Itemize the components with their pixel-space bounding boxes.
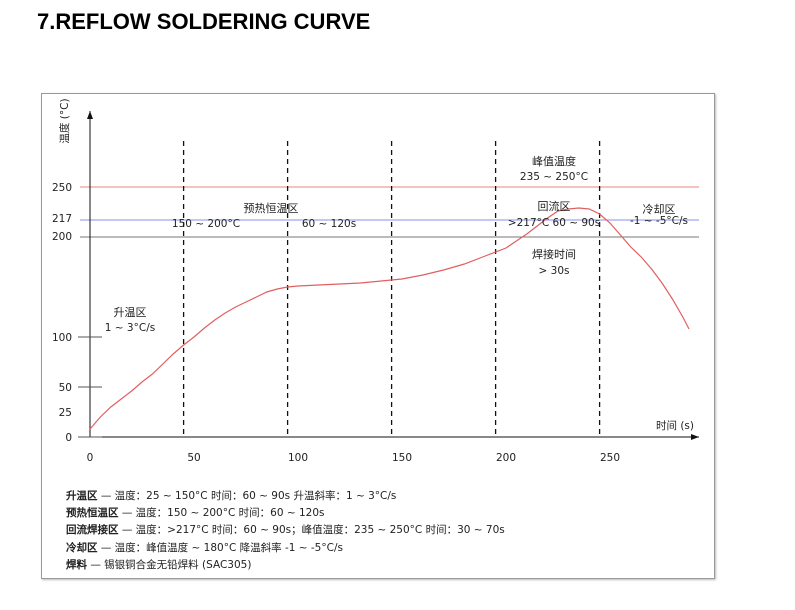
x-tick-label: 100 [288, 452, 308, 464]
note-term: 焊料 [66, 558, 87, 571]
note-text: — 温度：峰值温度 ~ 180°C 降温斜率 -1 ~ -5°C/s [97, 541, 343, 554]
y-tick-label: 0 [65, 432, 72, 444]
annotation-title: 冷却区 [643, 203, 676, 216]
y-axis-arrow-icon [87, 111, 93, 119]
x-axis-arrow-icon [691, 434, 699, 440]
x-axis-label: 时间 (s) [656, 419, 694, 432]
note-row: 回流焊接区 — 温度：>217°C 时间：60 ~ 90s；峰值温度：235 ~… [66, 522, 505, 539]
x-tick-label: 200 [496, 452, 516, 464]
x-tick-label: 150 [392, 452, 412, 464]
y-tick-label: 25 [59, 407, 72, 419]
note-text: — 温度：25 ~ 150°C 时间：60 ~ 90s 升温斜率：1 ~ 3°C… [97, 490, 397, 502]
annotation-value: > 30s [539, 265, 570, 277]
y-tick-label: 250 [52, 182, 72, 194]
note-row: 预热恒温区 — 温度：150 ~ 200°C 时间：60 ~ 120s [66, 505, 505, 522]
note-row: 升温区 — 温度：25 ~ 150°C 时间：60 ~ 90s 升温斜率：1 ~… [66, 488, 505, 505]
annotation-title: 预热恒温区 [244, 202, 299, 215]
note-row: 焊料 — 锡银铜合金无铅焊料 (SAC305) [66, 557, 505, 574]
x-tick-label: 250 [600, 452, 620, 464]
reflow-curve-line [89, 207, 690, 430]
note-text: — 锡银铜合金无铅焊料 (SAC305) [87, 558, 252, 571]
annotation-title: 焊接时间 [532, 247, 576, 261]
y-axis-label: 温度 (°C) [58, 98, 71, 143]
x-tick-label: 50 [187, 452, 200, 464]
note-term: 冷却区 [66, 541, 98, 554]
chart-frame [41, 93, 715, 579]
page-heading: 7.REFLOW SOLDERING CURVE [37, 9, 371, 34]
y-tick-label: 217 [52, 213, 72, 225]
annotation-value: 235 ~ 250°C [520, 171, 588, 183]
annotation-title: 峰值温度 [532, 154, 576, 168]
annotation-value: 150 ~ 200°C [172, 218, 240, 230]
annotation-value: 60 ~ 120s [302, 218, 356, 230]
note-term: 预热恒温区 [66, 507, 119, 520]
note-row: 冷却区 — 温度：峰值温度 ~ 180°C 降温斜率 -1 ~ -5°C/s [66, 540, 505, 557]
note-term: 回流焊接区 [66, 524, 119, 537]
annotation-title: 回流区 [538, 199, 571, 213]
annotation-value: -1 ~ -5°C/s [630, 215, 688, 227]
note-text: — 温度：>217°C 时间：60 ~ 90s；峰值温度：235 ~ 250°C… [118, 524, 505, 537]
annotation-value: >217°C 60 ~ 90s [508, 217, 600, 229]
y-tick-label: 100 [52, 332, 72, 344]
annotation-title: 升温区 [114, 306, 147, 319]
note-text: — 温度：150 ~ 200°C 时间：60 ~ 120s [118, 507, 325, 520]
reflow-chart: 0 25 50 100 200 217 250 0 50 100 150 200 250 温度 (°C) 时… [52, 98, 699, 464]
note-term: 升温区 [66, 490, 98, 502]
annotation-value: 1 ~ 3°C/s [105, 322, 155, 334]
y-tick-label: 200 [52, 231, 72, 243]
y-tick-label: 50 [59, 382, 72, 394]
x-tick-label: 0 [87, 452, 94, 464]
legend-notes: 升温区 — 温度：25 ~ 150°C 时间：60 ~ 90s 升温斜率：1 ~… [66, 488, 505, 574]
